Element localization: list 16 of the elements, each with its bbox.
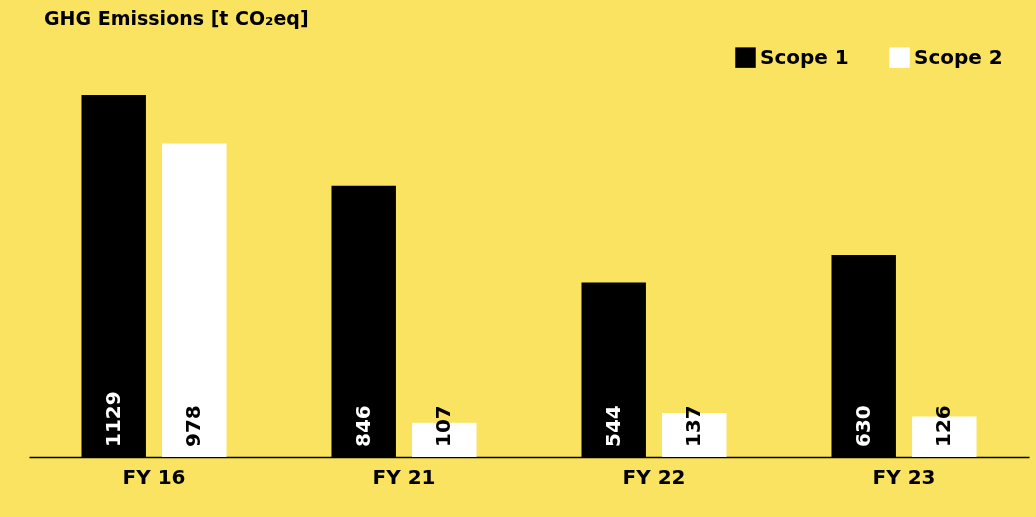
legend-label: Scope 2 — [914, 44, 1003, 69]
x-tick-label: FY 21 — [372, 464, 436, 489]
data-label: 630 — [850, 405, 875, 447]
x-tick-label: FY 23 — [872, 464, 936, 489]
data-label: 1129 — [100, 391, 125, 447]
data-label: 137 — [681, 405, 706, 447]
legend-label: Scope 1 — [760, 44, 849, 69]
chart-title: GHG Emissions [t CO₂eq] — [44, 7, 309, 29]
data-label: 126 — [931, 405, 956, 447]
bar — [162, 143, 227, 457]
data-label: 846 — [350, 405, 375, 447]
x-tick-label: FY 22 — [622, 464, 686, 489]
data-label: 978 — [181, 405, 206, 447]
data-label: 544 — [600, 405, 625, 447]
x-tick-label: FY 16 — [122, 464, 186, 489]
data-label: 107 — [431, 405, 456, 447]
